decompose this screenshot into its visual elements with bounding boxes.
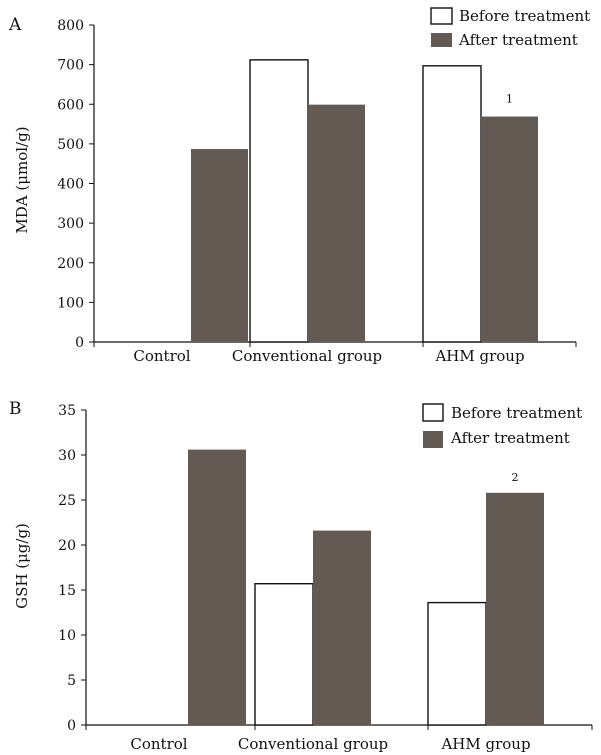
panel-label: B — [9, 399, 22, 419]
x-category-label: AHM group — [440, 735, 530, 753]
bar-after-treatment — [308, 104, 365, 343]
x-category-label: AHM group — [434, 347, 524, 365]
legend-label: Before treatment — [451, 404, 582, 422]
legend-swatch-after — [431, 33, 452, 47]
y-axis-label: MDA (μmol/g) — [13, 126, 31, 233]
bar-after-treatment — [481, 116, 538, 342]
y-tick-label: 200 — [57, 256, 84, 272]
y-tick-label: 35 — [58, 403, 76, 419]
chart-panel-b: B GSH (μg/g) 0 5 10 15 20 25 30 35 Control Conven… — [9, 399, 593, 753]
significance-marker: 2 — [512, 471, 519, 484]
legend: Before treatment After treatment — [430, 7, 590, 49]
bar-after-treatment — [486, 492, 544, 725]
y-tick-label: 5 — [67, 673, 76, 689]
x-category-label: Control — [130, 735, 187, 753]
y-tick-label: 15 — [58, 583, 76, 599]
bar-before-treatment — [427, 601, 487, 726]
y-tick-label: 0 — [67, 718, 76, 734]
panel-label: A — [8, 15, 22, 35]
y-tick-label: 300 — [57, 216, 84, 232]
y-tick-label: 20 — [58, 538, 76, 554]
x-category-label: Conventional group — [238, 735, 388, 753]
y-tick-label: 600 — [57, 97, 84, 113]
y-axis-label: GSH (μg/g) — [13, 523, 31, 609]
significance-marker: 1 — [506, 93, 513, 106]
y-tick-label: 500 — [57, 137, 84, 153]
legend-swatch-before — [430, 7, 453, 25]
y-tick-label: 700 — [57, 58, 84, 74]
legend-swatch-after — [423, 431, 443, 448]
y-tick-label: 30 — [58, 448, 76, 464]
bar-after-treatment — [191, 149, 248, 342]
bar-before-treatment — [422, 65, 482, 343]
legend-swatch-before — [422, 403, 444, 422]
y-tick-label: 800 — [57, 18, 84, 34]
x-category-label: Control — [133, 347, 190, 365]
y-tick-label: 400 — [57, 177, 84, 193]
legend-label: Before treatment — [459, 7, 590, 25]
y-tick-label: 10 — [58, 628, 76, 644]
bar-before-treatment — [249, 59, 309, 343]
bar-after-treatment — [313, 530, 371, 725]
y-tick-label: 25 — [58, 493, 76, 509]
y-tick-label: 0 — [75, 335, 84, 351]
y-tick-label: 100 — [57, 295, 84, 311]
bar-before-treatment — [254, 583, 314, 726]
legend: Before treatment After treatment — [422, 403, 582, 448]
legend-label: After treatment — [458, 31, 578, 49]
legend-label: After treatment — [450, 429, 570, 447]
x-category-label: Conventional group — [232, 347, 382, 365]
chart-panel-a: A MDA (μmol/g) 0 100 200 300 400 500 600 700 800… — [8, 7, 590, 365]
bar-after-treatment — [188, 449, 246, 725]
